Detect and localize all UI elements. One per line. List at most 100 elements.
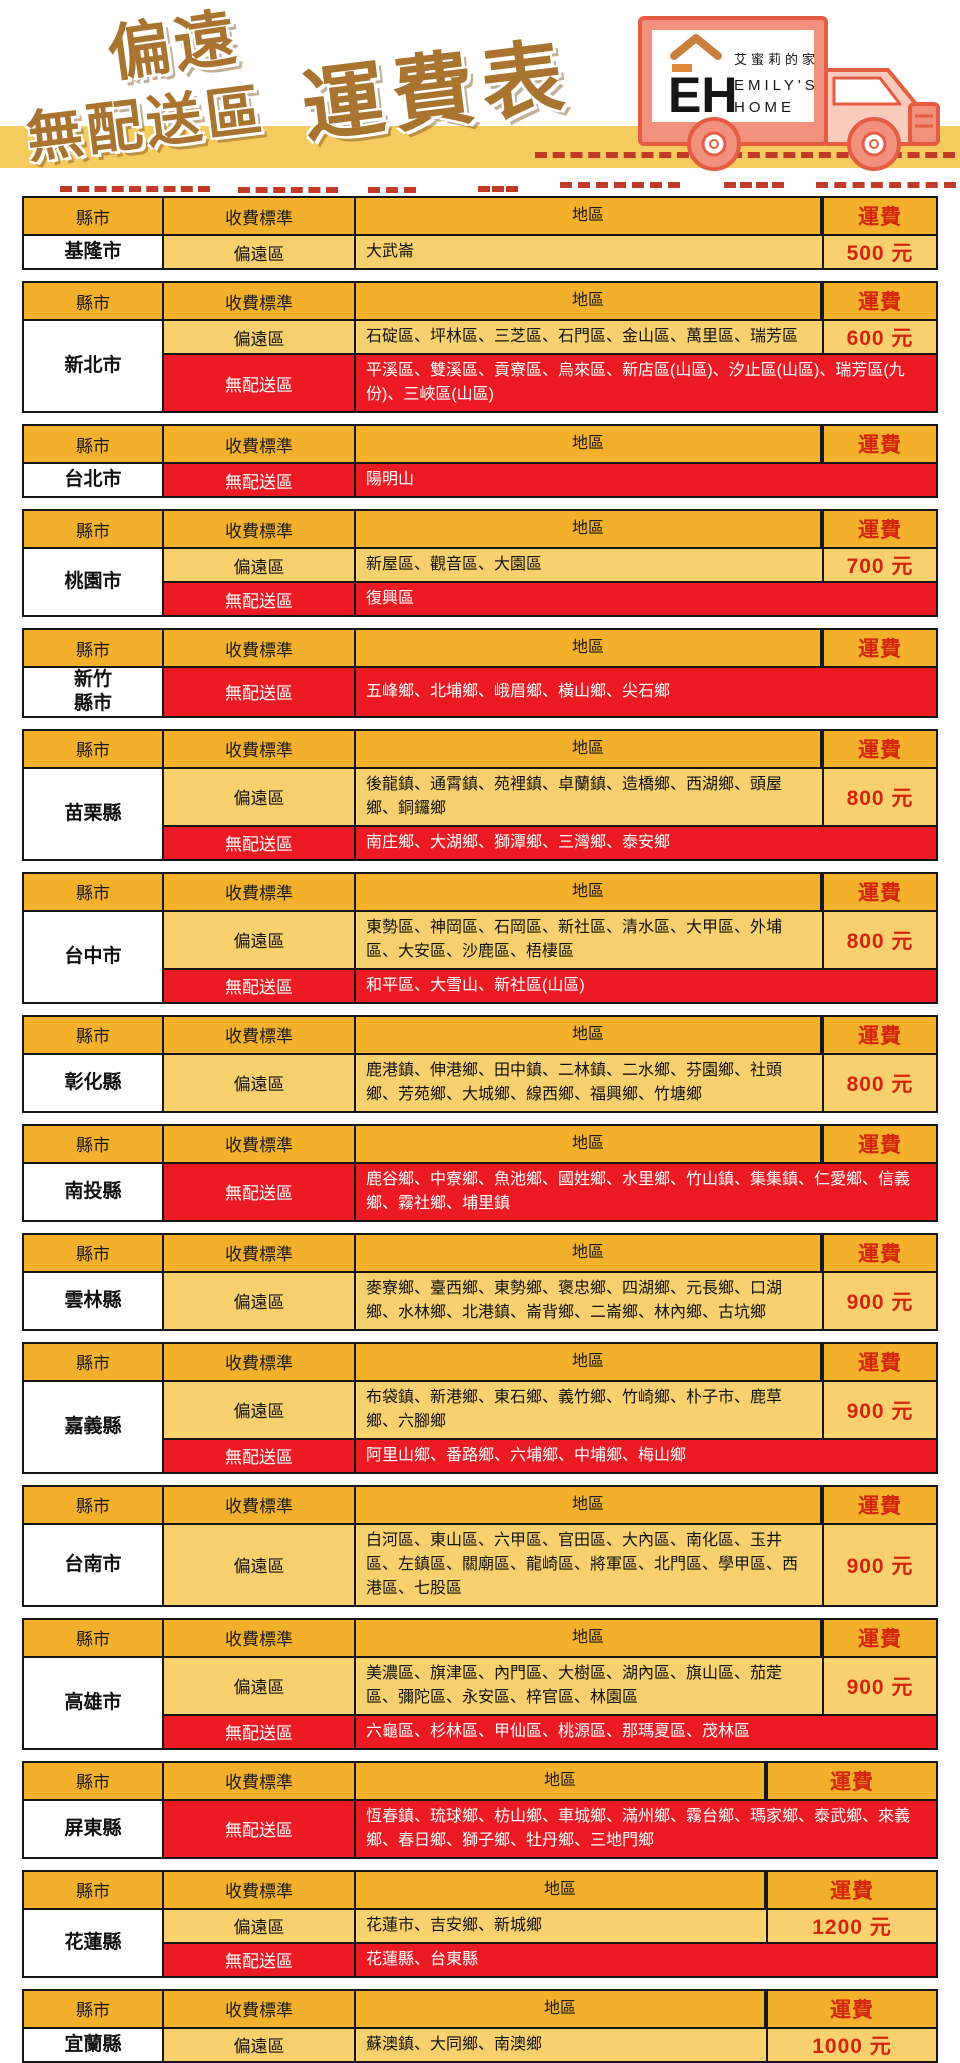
area-list: 新屋區、觀音區、大園區 — [366, 556, 543, 573]
col-header-fee: 運費 — [822, 873, 936, 910]
fee-value: 1200 元 — [766, 1909, 936, 1942]
fee-table-3: 縣市 收費標準 地區 運費 台北市 無配送區 陽明山 — [22, 424, 938, 498]
county-name: 新竹 縣市 — [24, 666, 164, 716]
road-dash-line — [535, 152, 955, 158]
charge-standard-label: 無配送區 — [164, 355, 356, 411]
county-name: 台南市 — [24, 1522, 164, 1605]
table-header-row: 縣市 收費標準 地區 運費 — [24, 1871, 936, 1908]
col-header-fee: 運費 — [822, 511, 936, 547]
col-header-county: 縣市 — [24, 1990, 164, 2027]
remote-row: 偏遠區 布袋鎮、新港鄉、東石鄉、義竹鄉、竹崎鄉、朴子市、鹿草鄉、六腳鄉 900 元 — [164, 1379, 936, 1438]
table-body: 宜蘭縣 偏遠區 蘇澳鎮、大同鄉、南澳鄉 1000 元 — [24, 2026, 936, 2061]
remote-row: 偏遠區 鹿港鎮、伸港鄉、田中鎮、二林鎮、二水鄉、芬園鄉、社頭鄉、芳苑鄉、大城鄉、線… — [164, 1052, 936, 1111]
charge-standard-label: 偏遠區 — [164, 768, 356, 825]
col-header-fee: 運費 — [822, 1125, 936, 1162]
county-name: 花蓮縣 — [24, 1907, 164, 1976]
area-list: 平溪區、雙溪區、貢寮區、烏來區、新店區(山區)、汐止區(山區)、瑞芳區(九份)、… — [366, 362, 905, 403]
table-header-row: 縣市 收費標準 地區 運費 — [24, 1762, 936, 1799]
col-header-county: 縣市 — [24, 1619, 164, 1656]
col-header-area: 地區 — [356, 630, 822, 666]
col-header-standard: 收費標準 — [164, 198, 356, 234]
row-group: 無配送區 恆春鎮、琉球鄉、枋山鄉、車城鄉、滿州鄉、霧台鄉、瑪家鄉、泰武鄉、來義鄉、… — [164, 1798, 936, 1857]
charge-standard-label: 偏遠區 — [164, 1054, 356, 1111]
charge-standard-label: 無配送區 — [164, 1439, 356, 1472]
col-header-fee: 運費 — [822, 730, 936, 767]
col-header-county: 縣市 — [24, 1016, 164, 1053]
fee-value: 500 元 — [822, 236, 936, 268]
col-header-standard: 收費標準 — [164, 1234, 356, 1271]
charge-standard-label: 偏遠區 — [164, 321, 356, 353]
fee-table-5: 縣市 收費標準 地區 運費 新竹 縣市 無配送區 五峰鄉、北埔鄉、峨眉鄉、橫山鄉、尖石鄉 — [22, 628, 938, 718]
area-list: 後龍鎮、通霄鎮、苑裡鎮、卓蘭鎮、造橋鄉、西湖鄉、頭屋鄉、銅鑼鄉 — [366, 775, 783, 817]
col-header-county: 縣市 — [24, 730, 164, 767]
col-header-standard: 收費標準 — [164, 730, 356, 767]
col-header-county: 縣市 — [24, 1486, 164, 1523]
remote-row: 偏遠區 白河區、東山區、六甲區、官田區、大內區、南化區、玉井區、左鎮區、關廟區、龍… — [164, 1522, 936, 1605]
remote-row: 偏遠區 後龍鎮、通霄鎮、苑裡鎮、卓蘭鎮、造橋鄉、西湖鄉、頭屋鄉、銅鑼鄉 800 元 — [164, 766, 936, 825]
charge-standard-label: 偏遠區 — [164, 549, 356, 581]
road-dash-line — [724, 182, 784, 188]
fee-value: 900 元 — [822, 1272, 936, 1329]
county-name: 南投縣 — [24, 1161, 164, 1220]
page-header: 偏遠 無配送區 運費表 EH 艾蜜莉的家 EMILY'S HOME — [0, 0, 960, 196]
road-dash-line — [478, 186, 518, 192]
col-header-fee: 運費 — [822, 1619, 936, 1656]
col-header-fee: 運費 — [766, 1990, 936, 2027]
col-header-standard: 收費標準 — [164, 1990, 356, 2027]
charge-standard-label: 偏遠區 — [164, 1657, 356, 1714]
col-header-fee: 運費 — [766, 1871, 936, 1908]
area-list: 六龜區、杉林區、甲仙區、桃源區、那瑪夏區、茂林區 — [366, 1722, 751, 1740]
road-dash-line — [816, 182, 956, 188]
table-body: 台南市 偏遠區 白河區、東山區、六甲區、官田區、大內區、南化區、玉井區、左鎮區、關廟… — [24, 1522, 936, 1605]
row-group: 偏遠區 石碇區、坪林區、三芝區、石門區、金山區、萬里區、瑞芳區 600 元無配送區平… — [164, 319, 936, 411]
fee-table-4: 縣市 收費標準 地區 運費 桃園市 偏遠區 新屋區、觀音區、大園區 700 元無配送區 復興區 — [22, 509, 938, 617]
col-header-fee: 運費 — [822, 1486, 936, 1523]
table-header-row: 縣市 收費標準 地區 運費 — [24, 1619, 936, 1656]
table-body: 高雄市 偏遠區 美濃區、旗津區、內門區、大樹區、湖內區、旗山區、茄萣區、彌陀區、永安… — [24, 1655, 936, 1748]
table-header-row: 縣市 收費標準 地區 運費 — [24, 1343, 936, 1380]
table-header-row: 縣市 收費標準 地區 運費 — [24, 1486, 936, 1523]
no-delivery-row: 無配送區 陽明山 — [164, 462, 936, 496]
charge-standard-label: 偏遠區 — [164, 911, 356, 968]
no-delivery-row: 無配送區 南庄鄉、大湖鄉、獅潭鄉、三灣鄉、泰安鄉 — [164, 824, 936, 859]
fee-table-10: 縣市 收費標準 地區 運費 雲林縣 偏遠區 麥寮鄉、臺西鄉、東勢鄉、褒忠鄉、四湖鄉、元長鄉、… — [22, 1232, 938, 1331]
col-header-county: 縣市 — [24, 198, 164, 234]
brand-name-en: EMILY'S — [734, 77, 819, 94]
charge-standard-label: 偏遠區 — [164, 236, 356, 268]
col-header-fee: 運費 — [822, 1234, 936, 1271]
col-header-area: 地區 — [356, 1125, 822, 1162]
table-header-row: 縣市 收費標準 地區 運費 — [24, 198, 936, 234]
table-body: 桃園市 偏遠區 新屋區、觀音區、大園區 700 元無配送區 復興區 — [24, 547, 936, 615]
table-header-row: 縣市 收費標準 地區 運費 — [24, 730, 936, 767]
col-header-standard: 收費標準 — [164, 283, 356, 319]
row-group: 偏遠區 花蓮市、吉安鄉、新城鄉 1200 元無配送區 花蓮縣、台東縣 — [164, 1907, 936, 1976]
row-group: 偏遠區 新屋區、觀音區、大園區 700 元無配送區 復興區 — [164, 547, 936, 615]
fee-value: 900 元 — [822, 1381, 936, 1438]
row-group: 偏遠區 鹿港鎮、伸港鄉、田中鎮、二林鎮、二水鄉、芬園鄉、社頭鄉、芳苑鄉、大城鄉、線… — [164, 1052, 936, 1111]
county-name: 屏東縣 — [24, 1798, 164, 1857]
col-header-area: 地區 — [356, 1762, 766, 1799]
col-header-standard: 收費標準 — [164, 1125, 356, 1162]
remote-row: 偏遠區 蘇澳鎮、大同鄉、南澳鄉 1000 元 — [164, 2026, 936, 2061]
county-name: 宜蘭縣 — [24, 2026, 164, 2061]
road-dash-line — [368, 187, 416, 193]
road-dash-line — [60, 186, 210, 192]
fee-table-8: 縣市 收費標準 地區 運費 彰化縣 偏遠區 鹿港鎮、伸港鄉、田中鎮、二林鎮、二水鄉、芬園鄉、… — [22, 1014, 938, 1113]
table-body: 台中市 偏遠區 東勢區、神岡區、石岡區、新社區、清水區、大甲區、外埔區、大安區、沙鹿… — [24, 909, 936, 1002]
table-body: 苗栗縣 偏遠區 後龍鎮、通霄鎮、苑裡鎮、卓蘭鎮、造橋鄉、西湖鄉、頭屋鄉、銅鑼鄉 800… — [24, 766, 936, 859]
area-list: 復興區 — [366, 590, 415, 607]
county-name: 苗栗縣 — [24, 766, 164, 859]
county-name: 基隆市 — [24, 234, 164, 268]
col-header-standard: 收費標準 — [164, 1871, 356, 1908]
col-header-area: 地區 — [356, 511, 822, 547]
no-delivery-row: 無配送區 平溪區、雙溪區、貢寮區、烏來區、新店區(山區)、汐止區(山區)、瑞芳區(… — [164, 353, 936, 411]
delivery-truck-icon: EH 艾蜜莉的家 EMILY'S HOME — [638, 16, 940, 171]
col-header-area: 地區 — [356, 1871, 766, 1908]
row-group: 偏遠區 美濃區、旗津區、內門區、大樹區、湖內區、旗山區、茄萣區、彌陀區、永安區、梓… — [164, 1655, 936, 1748]
county-name: 台北市 — [24, 462, 164, 496]
title-remote: 偏遠 — [103, 3, 245, 90]
table-body: 台北市 無配送區 陽明山 — [24, 462, 936, 496]
col-header-county: 縣市 — [24, 1125, 164, 1162]
charge-standard-label: 偏遠區 — [164, 1524, 356, 1605]
